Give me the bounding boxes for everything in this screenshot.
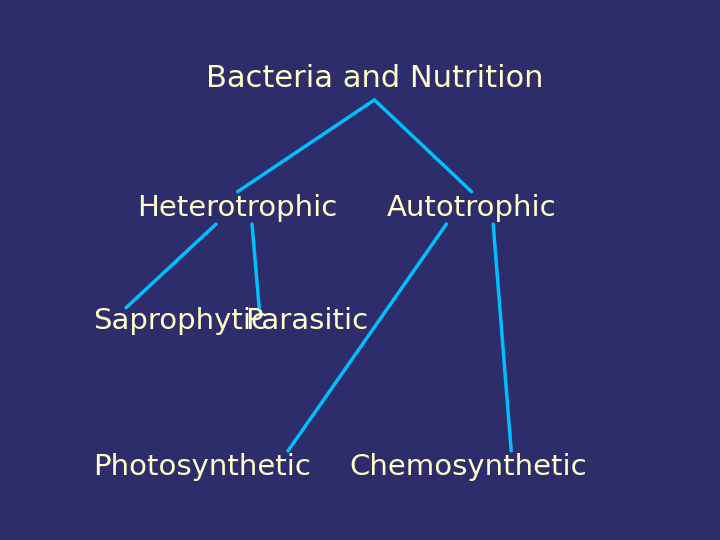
Text: Bacteria and Nutrition: Bacteria and Nutrition	[206, 64, 543, 93]
Text: Autotrophic: Autotrophic	[387, 194, 557, 222]
Text: Saprophytic: Saprophytic	[94, 307, 268, 335]
Text: Heterotrophic: Heterotrophic	[138, 194, 338, 222]
Text: Parasitic: Parasitic	[245, 307, 368, 335]
Text: Photosynthetic: Photosynthetic	[93, 453, 310, 481]
Text: Chemosynthetic: Chemosynthetic	[349, 453, 587, 481]
